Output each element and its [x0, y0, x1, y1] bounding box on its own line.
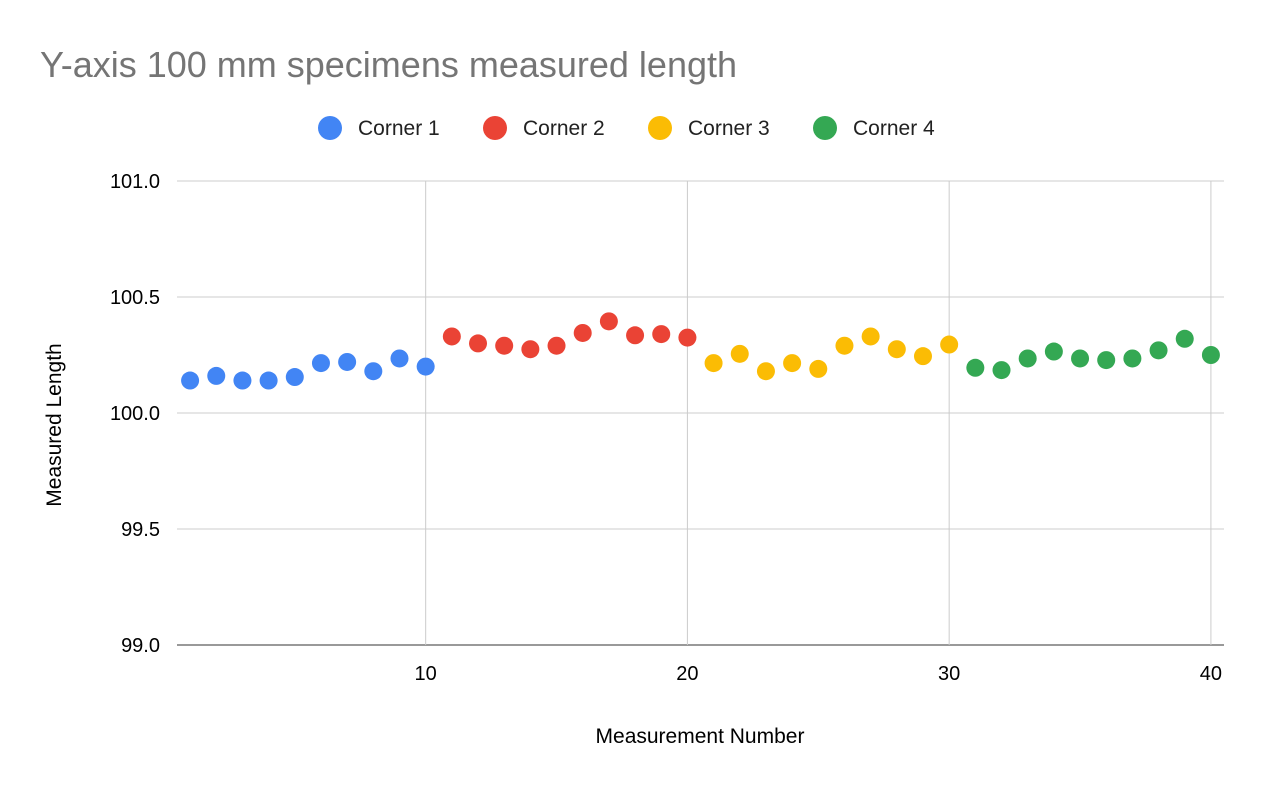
- data-point-corner-3: [861, 327, 880, 346]
- data-point-corner-2: [547, 336, 566, 355]
- data-point-corner-1: [311, 354, 330, 373]
- data-point-corner-4: [1123, 349, 1142, 368]
- data-point-corner-1: [207, 366, 226, 385]
- data-point-corner-4: [1044, 342, 1063, 361]
- data-point-corner-2: [573, 323, 592, 342]
- legend: Corner 1 Corner 2 Corner 3 Corner 4: [318, 116, 935, 140]
- data-point-corner-4: [1097, 351, 1116, 370]
- data-point-corner-2: [678, 328, 697, 347]
- data-point-corner-2: [469, 334, 488, 353]
- data-point-corner-3: [887, 340, 906, 359]
- x-tick-label: 40: [1200, 663, 1222, 685]
- data-point-corner-3: [704, 354, 723, 373]
- data-point-corner-1: [364, 362, 383, 381]
- chart-title: Y-axis 100 mm specimens measured length: [40, 44, 737, 85]
- legend-label: Corner 3: [688, 117, 770, 140]
- data-point-corner-1: [285, 368, 304, 387]
- y-tick-label: 99.5: [121, 519, 160, 541]
- data-point-corner-4: [1018, 349, 1037, 368]
- x-tick-label: 10: [415, 663, 437, 685]
- x-axis-label: Measurement Number: [596, 725, 805, 748]
- x-axis-ticks: 10 20 30 40: [415, 663, 1222, 685]
- data-point-corner-3: [809, 359, 828, 378]
- data-point-corner-4: [1149, 341, 1168, 360]
- legend-marker: [318, 116, 342, 140]
- data-point-corner-1: [416, 357, 435, 376]
- data-point-corner-3: [783, 354, 802, 373]
- data-point-corner-1: [181, 371, 200, 390]
- data-points: [181, 312, 1220, 390]
- data-point-corner-4: [1071, 349, 1090, 368]
- data-point-corner-2: [626, 326, 645, 345]
- data-point-corner-3: [756, 362, 775, 381]
- y-tick-label: 101.0: [110, 171, 160, 193]
- y-axis-ticks: 99.0 99.5 100.0 100.5 101.0: [110, 171, 160, 657]
- y-tick-label: 99.0: [121, 635, 160, 657]
- legend-marker: [813, 116, 837, 140]
- legend-label: Corner 1: [358, 117, 440, 140]
- y-tick-label: 100.0: [110, 403, 160, 425]
- data-point-corner-3: [940, 335, 959, 354]
- data-point-corner-4: [966, 358, 985, 377]
- legend-marker: [483, 116, 507, 140]
- y-axis-label: Measured Length: [43, 343, 66, 506]
- data-point-corner-1: [338, 352, 357, 371]
- data-point-corner-1: [259, 371, 278, 390]
- data-point-corner-2: [495, 336, 514, 355]
- data-point-corner-1: [233, 371, 252, 390]
- x-tick-label: 30: [938, 663, 960, 685]
- data-point-corner-2: [599, 312, 618, 331]
- data-point-corner-3: [730, 344, 749, 363]
- x-tick-label: 20: [676, 663, 698, 685]
- data-point-corner-4: [1201, 346, 1220, 364]
- data-point-corner-4: [992, 361, 1011, 380]
- data-point-corner-2: [442, 327, 461, 346]
- data-point-corner-2: [521, 340, 540, 359]
- data-point-corner-2: [652, 325, 671, 344]
- legend-label: Corner 2: [523, 117, 605, 140]
- data-point-corner-3: [835, 336, 854, 355]
- data-point-corner-1: [390, 349, 409, 368]
- gridlines: [177, 180, 1224, 646]
- y-tick-label: 100.5: [110, 287, 160, 309]
- data-point-corner-3: [913, 347, 932, 366]
- legend-label: Corner 4: [853, 117, 935, 140]
- data-point-corner-4: [1175, 329, 1194, 348]
- legend-marker: [648, 116, 672, 140]
